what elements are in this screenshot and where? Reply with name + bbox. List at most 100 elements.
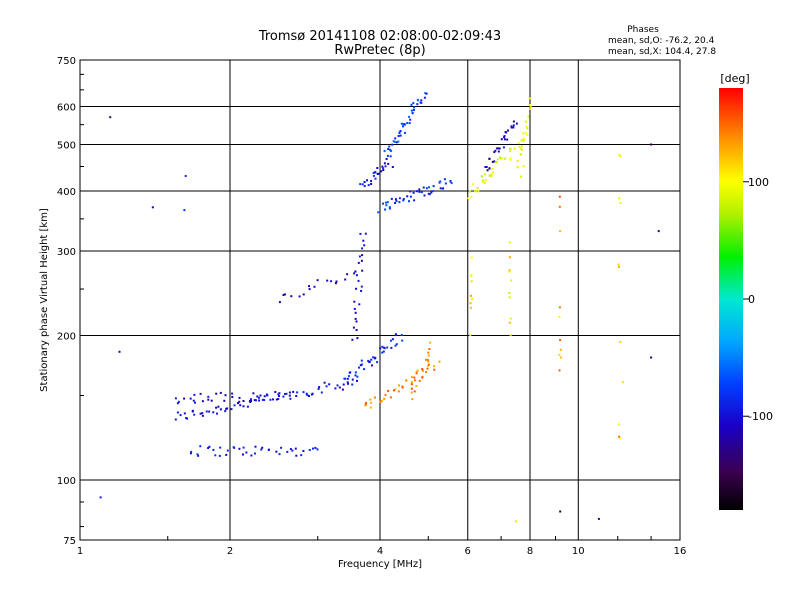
o-mode-point	[177, 400, 180, 403]
o-mode-point	[253, 399, 256, 402]
noise-point	[619, 155, 622, 158]
x-mode-point	[518, 145, 521, 148]
o-mode-point	[394, 137, 397, 140]
o-mode-point	[216, 412, 218, 415]
scattered-point	[597, 517, 600, 520]
x-mode-point	[522, 132, 525, 135]
scattered-point	[559, 510, 562, 513]
noise-point	[558, 369, 561, 372]
o-mode-point	[411, 112, 414, 115]
noise-point	[559, 230, 562, 232]
o-mode-point	[225, 407, 228, 410]
o-mode-point	[288, 391, 291, 394]
o-mode-point	[442, 187, 445, 190]
o-mode-point	[388, 206, 391, 209]
o-mode-point	[416, 190, 418, 193]
o-mode-point	[377, 211, 380, 214]
o-mode-point	[367, 359, 370, 362]
o-mode-point	[402, 199, 405, 202]
o-mode-point	[374, 171, 377, 174]
x-mode-point	[526, 134, 529, 137]
x-mode-point	[389, 396, 392, 399]
x-mode-point	[483, 182, 486, 184]
noise-point	[618, 197, 621, 200]
o-mode-point	[354, 371, 357, 374]
x-tick-label: 16	[674, 546, 687, 557]
x-mode-point	[500, 157, 503, 160]
noise-point	[509, 333, 512, 336]
o-mode-point	[176, 402, 179, 405]
o-mode-point	[358, 303, 361, 306]
o-mode-point	[497, 150, 500, 153]
o-mode-point	[383, 149, 386, 152]
o-mode-point	[488, 167, 491, 170]
o-mode-point	[189, 452, 192, 455]
o-mode-point	[443, 178, 446, 181]
o-mode-point	[275, 450, 278, 453]
x-mode-point	[369, 406, 372, 409]
x-mode-point	[519, 153, 522, 156]
o-mode-point	[274, 391, 277, 393]
o-mode-point	[367, 184, 370, 187]
o-mode-point	[395, 141, 398, 144]
o-mode-point	[183, 397, 186, 400]
x-mode-point	[433, 365, 436, 368]
o-mode-point	[390, 150, 393, 152]
o-mode-point	[423, 96, 426, 99]
x-mode-point	[522, 165, 525, 168]
noise-point	[619, 340, 622, 343]
o-mode-point	[362, 239, 365, 242]
o-mode-point	[385, 201, 387, 204]
o-mode-point	[323, 381, 326, 384]
o-mode-point	[252, 392, 255, 395]
o-mode-point	[269, 398, 272, 401]
plot-frame	[79, 59, 681, 541]
x-tick-label: 1	[77, 546, 83, 557]
o-mode-point	[205, 410, 208, 413]
o-mode-point	[357, 279, 360, 282]
o-mode-point	[215, 406, 218, 409]
scattered-point	[650, 143, 653, 146]
o-mode-point	[277, 393, 280, 396]
o-mode-point	[263, 399, 266, 401]
o-mode-point	[266, 394, 269, 397]
o-mode-point	[233, 404, 236, 407]
o-mode-point	[308, 288, 311, 291]
o-mode-point	[208, 445, 211, 448]
o-mode-point	[491, 160, 494, 163]
o-mode-point	[370, 183, 373, 185]
o-mode-point	[346, 273, 349, 276]
o-mode-point	[380, 170, 383, 173]
o-mode-point	[295, 395, 298, 397]
o-mode-point	[282, 395, 285, 398]
x-mode-point	[492, 171, 495, 174]
o-mode-point	[376, 361, 379, 364]
noise-point	[558, 306, 561, 309]
o-mode-point	[356, 375, 359, 378]
x-tick-label: 4	[377, 546, 383, 557]
noise-point	[469, 294, 472, 297]
o-mode-point	[424, 92, 427, 95]
o-mode-point	[449, 180, 452, 183]
o-mode-point	[250, 398, 252, 401]
o-mode-point	[394, 344, 397, 347]
x-mode-point	[482, 180, 484, 183]
x-mode-point	[494, 161, 497, 164]
o-mode-point	[355, 329, 358, 331]
o-mode-point	[207, 395, 210, 398]
o-mode-point	[391, 338, 394, 341]
x-mode-point	[433, 368, 436, 371]
x-mode-point	[364, 403, 367, 406]
chart-title: Tromsø 20141108 02:08:00-02:09:43	[258, 29, 501, 44]
o-mode-point	[382, 169, 385, 171]
o-mode-point	[254, 452, 256, 455]
o-mode-point	[400, 334, 403, 336]
o-mode-point	[503, 135, 506, 138]
o-mode-point	[422, 186, 425, 189]
o-mode-point	[484, 166, 487, 168]
o-mode-point	[512, 126, 515, 129]
o-mode-point	[347, 382, 349, 385]
y-axis-label: Stationary phase Virtual Height [km]	[39, 208, 50, 392]
o-mode-point	[237, 402, 239, 405]
o-mode-point	[387, 162, 390, 165]
